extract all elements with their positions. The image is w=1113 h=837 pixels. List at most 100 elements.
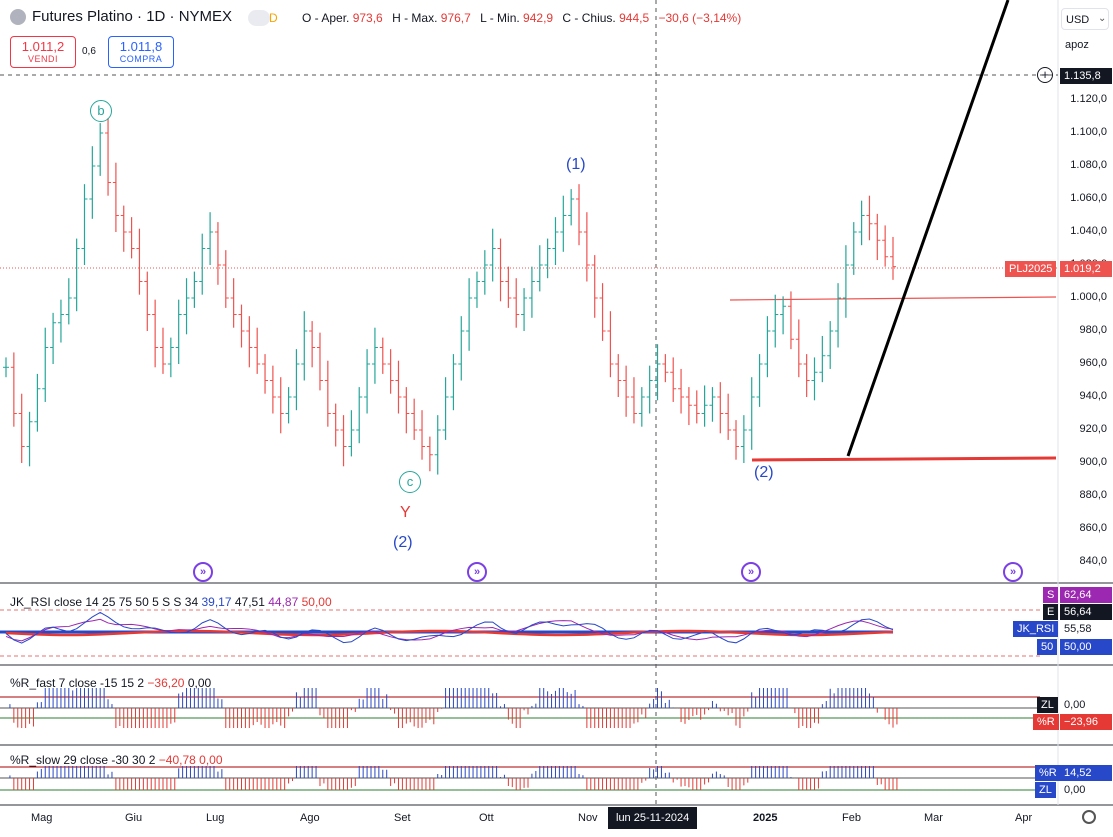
price-tick: 940,0 (1079, 390, 1107, 402)
price-bar (285, 387, 292, 424)
buy-button[interactable]: 1.011,8 COMPRA (108, 36, 174, 68)
resistance-line (729, 296, 1057, 301)
price-bar (57, 299, 64, 343)
price-bar (748, 377, 755, 450)
price-bar (371, 327, 378, 384)
time-tick: Giu (125, 812, 143, 824)
r-fast-r-tag: %R (1033, 714, 1059, 730)
support-line (751, 456, 1057, 462)
price-bar (97, 123, 104, 176)
wave-y-label: Y (400, 504, 411, 521)
price-bar (756, 354, 763, 407)
price-bar (630, 377, 637, 424)
price-bar (764, 316, 771, 378)
price-bar (521, 288, 528, 331)
price-tick: 900,0 (1079, 456, 1107, 468)
r-slow-zl-value: 0,00 (1060, 782, 1112, 798)
time-tick: Lug (206, 812, 225, 824)
gear-icon[interactable] (1082, 810, 1096, 824)
price-bar (709, 387, 716, 422)
trend-line (846, 0, 1010, 457)
price-bar (81, 184, 88, 265)
scale-mode-select[interactable]: apoz (1065, 39, 1089, 51)
sell-button[interactable]: 1.011,2 VENDI (10, 36, 76, 68)
spread-value: 0,6 (82, 46, 96, 57)
price-bar (740, 415, 747, 463)
rsi-badge-jk-tag: JK_RSI (1013, 621, 1059, 637)
calendar-event-icon[interactable]: » (741, 562, 761, 582)
price-bar (850, 222, 857, 275)
price-bar (18, 393, 25, 463)
r-fast-title[interactable]: %R_fast 7 close -15 15 2 −36,20 0,00 (10, 676, 212, 690)
price-bar (607, 311, 614, 378)
price-bar (654, 344, 661, 401)
plus-icon[interactable]: + (1037, 67, 1053, 83)
price-bar (434, 415, 441, 475)
price-bar (112, 162, 119, 232)
r-slow-title[interactable]: %R_slow 29 close -30 30 2 −40,78 0,00 (10, 753, 223, 767)
price-bar (120, 205, 127, 252)
price-bar (725, 393, 732, 440)
r-slow-histogram (9, 766, 898, 790)
price-tick: 1.000,0 (1070, 291, 1107, 303)
time-tick: Nov (578, 812, 598, 824)
wave-1-label: (1) (566, 156, 586, 173)
price-tick: 980,0 (1079, 324, 1107, 336)
r-slow-zl-tag: ZL (1035, 782, 1056, 798)
currency-select[interactable]: USD (1061, 8, 1109, 30)
price-bar (599, 283, 606, 341)
time-tick: 2025 (753, 812, 778, 824)
price-bar (842, 245, 849, 318)
price-bar (379, 337, 386, 374)
price-bar (65, 278, 72, 325)
price-bar (450, 354, 457, 411)
price-tick: 840,0 (1079, 555, 1107, 567)
price-bar (811, 357, 818, 401)
price-bar (159, 327, 166, 374)
price-bar (426, 436, 433, 472)
r-fast-zl-value: 0,00 (1060, 697, 1112, 713)
price-bar (497, 238, 504, 302)
price-tick: 920,0 (1079, 423, 1107, 435)
time-tick: Ott (479, 812, 494, 824)
price-tick: 880,0 (1079, 489, 1107, 501)
calendar-event-icon[interactable]: » (467, 562, 487, 582)
chevron-down-icon[interactable]: ⌄ (1098, 13, 1107, 24)
wave-2-label-b: (2) (754, 464, 774, 481)
rsi-lines (5, 611, 894, 644)
time-tick: Set (394, 812, 411, 824)
price-bar (254, 327, 261, 374)
price-bar (136, 228, 143, 295)
price-bar (340, 415, 347, 467)
calendar-event-icon[interactable]: » (1003, 562, 1023, 582)
price-bar (858, 200, 865, 246)
price-bar (356, 387, 363, 444)
price-bar (835, 283, 842, 348)
price-bar (733, 420, 740, 460)
r-slow-r-tag: %R (1035, 765, 1061, 781)
price-tick: 1.080,0 (1070, 159, 1107, 171)
price-tick: 860,0 (1079, 522, 1107, 534)
price-bar (3, 357, 9, 378)
price-bar (693, 390, 700, 424)
price-bar (403, 387, 410, 434)
price-bar (615, 354, 622, 397)
price-bar (489, 228, 496, 282)
rsi-badge-jk-value: 55,58 (1060, 621, 1112, 637)
price-bar (787, 291, 794, 350)
price-tick: 960,0 (1079, 357, 1107, 369)
price-bar (717, 382, 724, 434)
price-bar (395, 360, 402, 414)
symbol-title[interactable]: Futures Platino · 1D · NYMEX (32, 8, 233, 25)
price-bar (874, 213, 881, 261)
eye-icon[interactable] (248, 10, 270, 26)
rsi-title[interactable]: JK_RSI close 14 25 75 50 5 S S 34 39,17 … (10, 595, 332, 609)
rsi-badge-s-tag: S (1043, 587, 1059, 603)
rsi-line (5, 611, 894, 644)
price-bar (167, 337, 174, 378)
price-bar (411, 398, 418, 440)
calendar-event-icon[interactable]: » (193, 562, 213, 582)
price-bar (238, 304, 245, 348)
rsi-badge-e-tag: E (1043, 604, 1059, 620)
